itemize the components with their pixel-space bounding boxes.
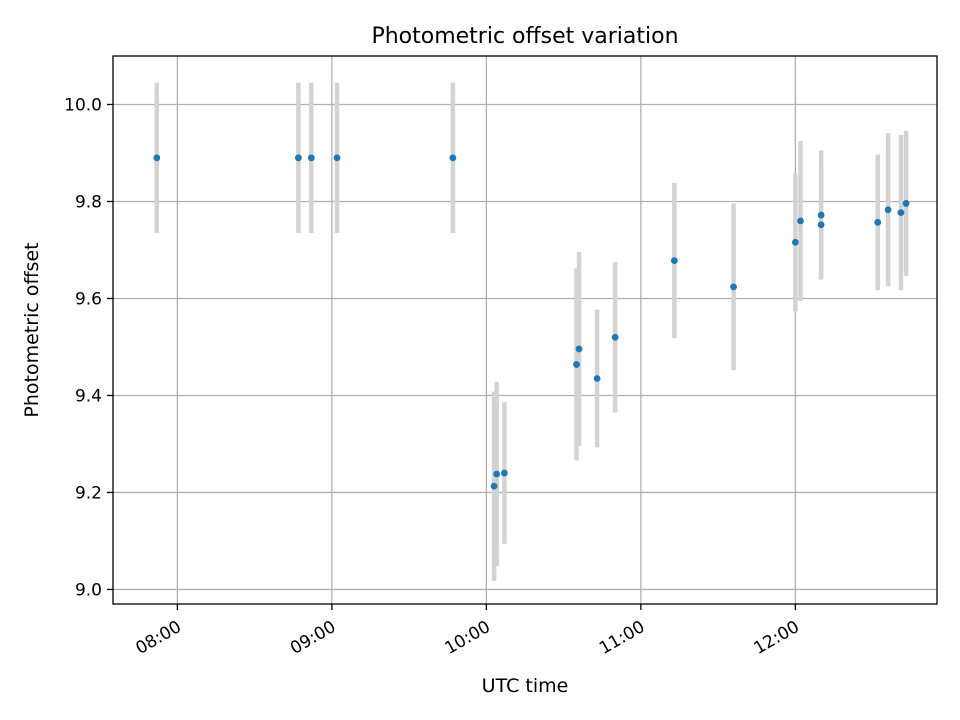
x-axis-label: UTC time bbox=[482, 675, 569, 697]
data-point bbox=[575, 345, 583, 353]
chart-title: Photometric offset variation bbox=[371, 24, 678, 49]
data-point bbox=[333, 154, 341, 162]
data-point bbox=[295, 154, 302, 162]
data-point bbox=[817, 221, 825, 229]
data-point bbox=[593, 375, 601, 382]
data-point bbox=[490, 482, 498, 490]
data-point bbox=[501, 469, 508, 477]
data-point bbox=[797, 217, 804, 225]
data-point bbox=[573, 361, 580, 368]
y-tick-label: 9.0 bbox=[75, 580, 102, 600]
data-points bbox=[153, 154, 910, 490]
y-axis-ticks: 9.0 9.2 9.4 9.6 9.8 10.0 bbox=[64, 95, 113, 600]
plot-frame bbox=[112, 55, 938, 605]
data-point bbox=[791, 238, 799, 246]
data-point bbox=[884, 206, 892, 214]
y-tick-label: 10.0 bbox=[64, 95, 102, 115]
data-point bbox=[902, 200, 910, 207]
data-point bbox=[611, 333, 619, 341]
y-tick-label: 9.8 bbox=[75, 192, 102, 212]
data-point bbox=[670, 257, 678, 265]
data-point bbox=[897, 209, 905, 217]
data-point bbox=[493, 470, 501, 478]
y-axis-label: Photometric offset bbox=[21, 242, 43, 417]
y-tick-label: 9.4 bbox=[75, 386, 102, 406]
data-point bbox=[874, 218, 882, 226]
data-point bbox=[730, 283, 737, 291]
data-point bbox=[153, 154, 161, 162]
data-point bbox=[817, 211, 825, 219]
data-point bbox=[307, 154, 315, 162]
y-tick-label: 9.6 bbox=[75, 289, 102, 309]
data-point bbox=[449, 154, 457, 162]
y-tick-label: 9.2 bbox=[75, 483, 102, 503]
